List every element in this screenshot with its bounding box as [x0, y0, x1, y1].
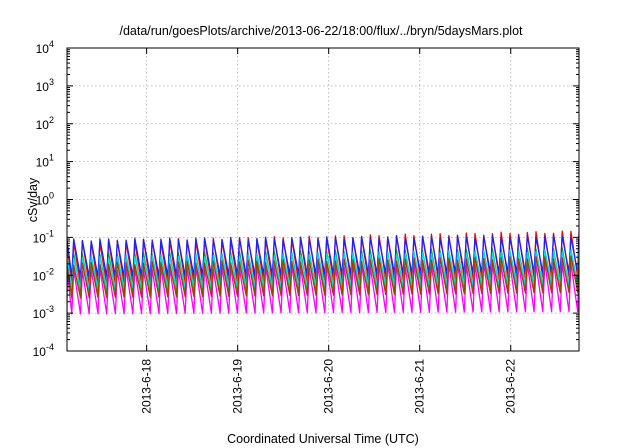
y-tick-label: 10-1	[33, 228, 54, 245]
y-axis: 10-4 10-3 10-2 10-1 100 101 102 103 104	[33, 39, 579, 359]
x-tick-label: 2013-6-18	[140, 359, 154, 414]
x-axis-label: Coordinated Universal Time (UTC)	[227, 432, 419, 446]
y-tick-label: 10-4	[33, 342, 54, 359]
x-axis: 2013-6-18 2013-6-19 2013-6-20 2013-6-21 2013…	[140, 48, 518, 414]
y-tick-label: 101	[36, 153, 54, 170]
x-tick-label: 2013-6-19	[231, 359, 245, 414]
grid	[67, 48, 579, 351]
y-tick-label: 10-3	[33, 304, 54, 321]
chart-title: /data/run/goesPlots/archive/2013-06-22/1…	[119, 24, 523, 38]
y-tick-label: 10-2	[33, 266, 54, 283]
series-line	[67, 234, 579, 278]
y-tick-label: 103	[36, 77, 54, 94]
y-tick-label: 104	[36, 39, 54, 56]
x-tick-label: 2013-6-22	[504, 359, 518, 414]
y-tick-label: 102	[36, 115, 54, 132]
y-axis-label: cSv/day	[26, 177, 40, 222]
x-tick-label: 2013-6-21	[413, 359, 427, 414]
series-line	[67, 255, 579, 299]
series-group	[67, 230, 579, 315]
y-tick-label: 100	[36, 191, 54, 208]
x-tick-label: 2013-6-20	[322, 359, 336, 414]
